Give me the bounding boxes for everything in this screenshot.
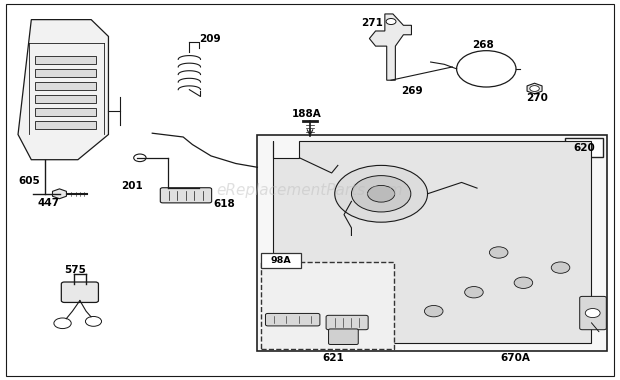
Bar	[35, 56, 97, 65]
FancyBboxPatch shape	[161, 188, 211, 203]
Text: 188A: 188A	[291, 109, 321, 119]
FancyBboxPatch shape	[326, 315, 368, 330]
Text: 201: 201	[122, 181, 143, 191]
Text: 271: 271	[361, 18, 383, 28]
Text: 98A: 98A	[270, 256, 291, 265]
Text: 670A: 670A	[500, 353, 530, 364]
Circle shape	[288, 290, 307, 302]
Bar	[35, 69, 97, 78]
Text: 447: 447	[38, 198, 60, 208]
PathPatch shape	[370, 14, 412, 80]
Bar	[35, 108, 97, 116]
Bar	[35, 121, 97, 129]
Polygon shape	[527, 83, 542, 94]
Circle shape	[335, 165, 428, 222]
Text: 268: 268	[472, 40, 494, 51]
FancyBboxPatch shape	[580, 296, 606, 330]
Circle shape	[134, 154, 146, 162]
Text: 575: 575	[64, 264, 86, 274]
Text: 620: 620	[573, 142, 595, 153]
Polygon shape	[53, 189, 66, 199]
Circle shape	[464, 287, 483, 298]
FancyBboxPatch shape	[329, 329, 358, 345]
Text: 605: 605	[18, 176, 40, 185]
Text: eReplacementParts.com: eReplacementParts.com	[216, 182, 404, 198]
Bar	[260, 262, 394, 349]
FancyBboxPatch shape	[61, 282, 99, 302]
Bar	[35, 95, 97, 103]
Circle shape	[386, 19, 396, 25]
FancyBboxPatch shape	[265, 314, 320, 326]
Circle shape	[352, 176, 411, 212]
PathPatch shape	[273, 141, 591, 344]
Bar	[260, 253, 301, 268]
Text: 618: 618	[213, 200, 234, 209]
Circle shape	[425, 306, 443, 317]
Bar	[257, 135, 607, 351]
Circle shape	[530, 86, 539, 92]
Text: 209: 209	[198, 33, 220, 44]
Text: 621: 621	[322, 353, 344, 364]
Circle shape	[489, 247, 508, 258]
Circle shape	[368, 185, 395, 202]
Bar	[565, 138, 603, 157]
Circle shape	[313, 309, 332, 321]
Circle shape	[514, 277, 533, 288]
Bar	[35, 82, 97, 90]
PathPatch shape	[18, 20, 108, 160]
Circle shape	[344, 309, 363, 321]
Circle shape	[585, 309, 600, 318]
Text: 269: 269	[402, 86, 423, 96]
Circle shape	[551, 262, 570, 273]
Text: 270: 270	[526, 93, 548, 103]
